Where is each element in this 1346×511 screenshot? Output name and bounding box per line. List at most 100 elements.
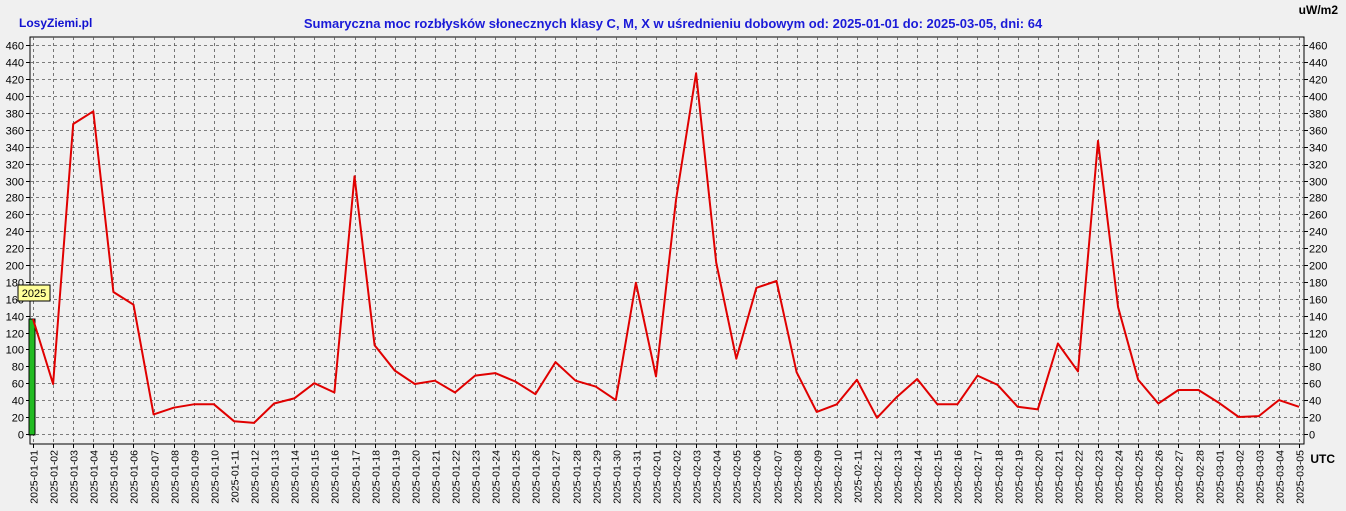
y-tick-label-right: 220 xyxy=(1309,244,1327,256)
y-tick-label-left: 240 xyxy=(6,227,24,239)
x-tick-label: 2025-02-02 xyxy=(672,450,684,504)
x-tick-label: 2025-02-16 xyxy=(953,450,965,504)
y-tick-label-left: 440 xyxy=(6,58,24,70)
chart-title: Sumaryczna moc rozbłysków słonecznych kl… xyxy=(303,16,1043,31)
x-tick-label: 2025-03-05 xyxy=(1295,450,1307,504)
x-tick-label: 2025-02-20 xyxy=(1034,450,1046,504)
x-tick-label: 2025-01-18 xyxy=(371,450,383,504)
x-tick-label: 2025-02-12 xyxy=(873,450,885,504)
x-tick-label: 2025-02-21 xyxy=(1054,450,1066,504)
x-tick-label: 2025-01-06 xyxy=(129,450,141,504)
y-tick-label-left: 220 xyxy=(6,244,24,256)
y-tick-label-right: 240 xyxy=(1309,227,1327,239)
y-tick-label-left: 340 xyxy=(6,143,24,155)
x-tick-label: 2025-02-23 xyxy=(1094,450,1106,504)
y-tick-label-right: 400 xyxy=(1309,92,1327,104)
x-tick-label: 2025-01-29 xyxy=(592,450,604,504)
year-label: 2025 xyxy=(22,288,46,300)
x-tick-label: 2025-01-03 xyxy=(69,450,81,504)
x-tick-label: 2025-01-26 xyxy=(531,450,543,504)
y-tick-label-right: 120 xyxy=(1309,329,1327,341)
x-tick-label: 2025-02-15 xyxy=(933,450,945,504)
x-tick-label: 2025-01-11 xyxy=(230,450,242,503)
x-tick-label: 2025-02-09 xyxy=(813,450,825,504)
x-tick-label: 2025-01-10 xyxy=(210,450,222,504)
year-marker-bar xyxy=(28,318,36,436)
x-tick-label: 2025-03-04 xyxy=(1275,450,1287,504)
y-tick-label-right: 280 xyxy=(1309,193,1327,205)
x-tick-label: 2025-02-28 xyxy=(1195,450,1207,504)
timezone-label: UTC xyxy=(1310,452,1335,466)
x-tick-label: 2025-03-02 xyxy=(1235,450,1247,504)
x-tick-label: 2025-01-13 xyxy=(270,450,282,504)
y-tick-label-left: 120 xyxy=(6,329,24,341)
x-tick-label: 2025-02-18 xyxy=(994,450,1006,504)
x-tick-label: 2025-02-27 xyxy=(1174,450,1186,504)
y-tick-label-right: 180 xyxy=(1309,278,1327,290)
y-tick-label-left: 140 xyxy=(6,312,24,324)
y-tick-label-left: 360 xyxy=(6,126,24,138)
x-tick-label: 2025-01-19 xyxy=(391,450,403,504)
year-label-box xyxy=(17,284,51,302)
y-tick-label-right: 200 xyxy=(1309,261,1327,273)
y-tick-label-left: 320 xyxy=(6,160,24,172)
y-tick-label-right: 0 xyxy=(1309,430,1315,442)
x-tick-label: 2025-01-17 xyxy=(351,450,363,504)
y-tick-label-left: 60 xyxy=(12,379,24,391)
x-tick-label: 2025-01-12 xyxy=(250,450,262,504)
x-tick-label: 2025-02-22 xyxy=(1074,450,1086,504)
y-tick-label-right: 260 xyxy=(1309,210,1327,222)
x-tick-label: 2025-02-11 xyxy=(853,450,865,503)
y-tick-label-right: 140 xyxy=(1309,312,1327,324)
y-tick-label-right: 100 xyxy=(1309,345,1327,357)
x-tick-label: 2025-01-31 xyxy=(632,450,644,504)
x-tick-label: 2025-01-14 xyxy=(290,450,302,504)
x-tick-label: 2025-01-30 xyxy=(612,450,624,504)
y-tick-label-left: 100 xyxy=(6,345,24,357)
x-tick-label: 2025-02-25 xyxy=(1134,450,1146,504)
x-tick-label: 2025-02-10 xyxy=(833,450,845,504)
x-tick-label: 2025-02-07 xyxy=(773,450,785,504)
y-tick-label-left: 400 xyxy=(6,92,24,104)
y-tick-label-left: 280 xyxy=(6,193,24,205)
x-tick-label: 2025-01-08 xyxy=(170,450,182,504)
x-tick-label: 2025-01-22 xyxy=(451,450,463,504)
y-tick-label-left: 420 xyxy=(6,75,24,87)
y-tick-label-left: 80 xyxy=(12,362,24,374)
x-tick-label: 2025-01-09 xyxy=(190,450,202,504)
y-tick-label-left: 40 xyxy=(12,396,24,408)
x-tick-label: 2025-02-03 xyxy=(692,450,704,504)
x-tick-label: 2025-01-07 xyxy=(150,450,162,504)
x-tick-label: 2025-01-27 xyxy=(551,450,563,504)
y-tick-label-right: 80 xyxy=(1309,362,1321,374)
y-tick-label-right: 20 xyxy=(1309,413,1321,425)
x-tick-label: 2025-02-26 xyxy=(1154,450,1166,504)
x-tick-label: 2025-01-28 xyxy=(572,450,584,504)
x-tick-label: 2025-01-01 xyxy=(29,450,41,504)
y-tick-label-right: 40 xyxy=(1309,396,1321,408)
y-tick-label-left: 460 xyxy=(6,41,24,53)
x-tick-label: 2025-02-24 xyxy=(1114,450,1126,504)
x-tick-label: 2025-01-24 xyxy=(491,450,503,504)
x-tick-label: 2025-03-01 xyxy=(1215,450,1227,504)
x-tick-label: 2025-01-05 xyxy=(109,450,121,504)
x-tick-label: 2025-01-20 xyxy=(411,450,423,504)
x-tick-label: 2025-02-04 xyxy=(712,450,724,504)
x-tick-label: 2025-02-06 xyxy=(752,450,764,504)
y-tick-label-left: 260 xyxy=(6,210,24,222)
y-tick-label-right: 320 xyxy=(1309,160,1327,172)
y-tick-label-left: 200 xyxy=(6,261,24,273)
y-tick-label-right: 160 xyxy=(1309,295,1327,307)
x-tick-label: 2025-01-21 xyxy=(431,450,443,504)
brand-logo-text[interactable]: LosyZiemi.pl xyxy=(19,16,93,30)
y-tick-label-left: 20 xyxy=(12,413,24,425)
y-tick-label-right: 380 xyxy=(1309,109,1327,121)
series-line xyxy=(32,72,1300,424)
x-tick-label: 2025-02-13 xyxy=(893,450,905,504)
x-tick-label: 2025-02-05 xyxy=(732,450,744,504)
y-tick-label-left: 380 xyxy=(6,109,24,121)
y-tick-label-right: 440 xyxy=(1309,58,1327,70)
x-tick-label: 2025-02-14 xyxy=(913,450,925,504)
